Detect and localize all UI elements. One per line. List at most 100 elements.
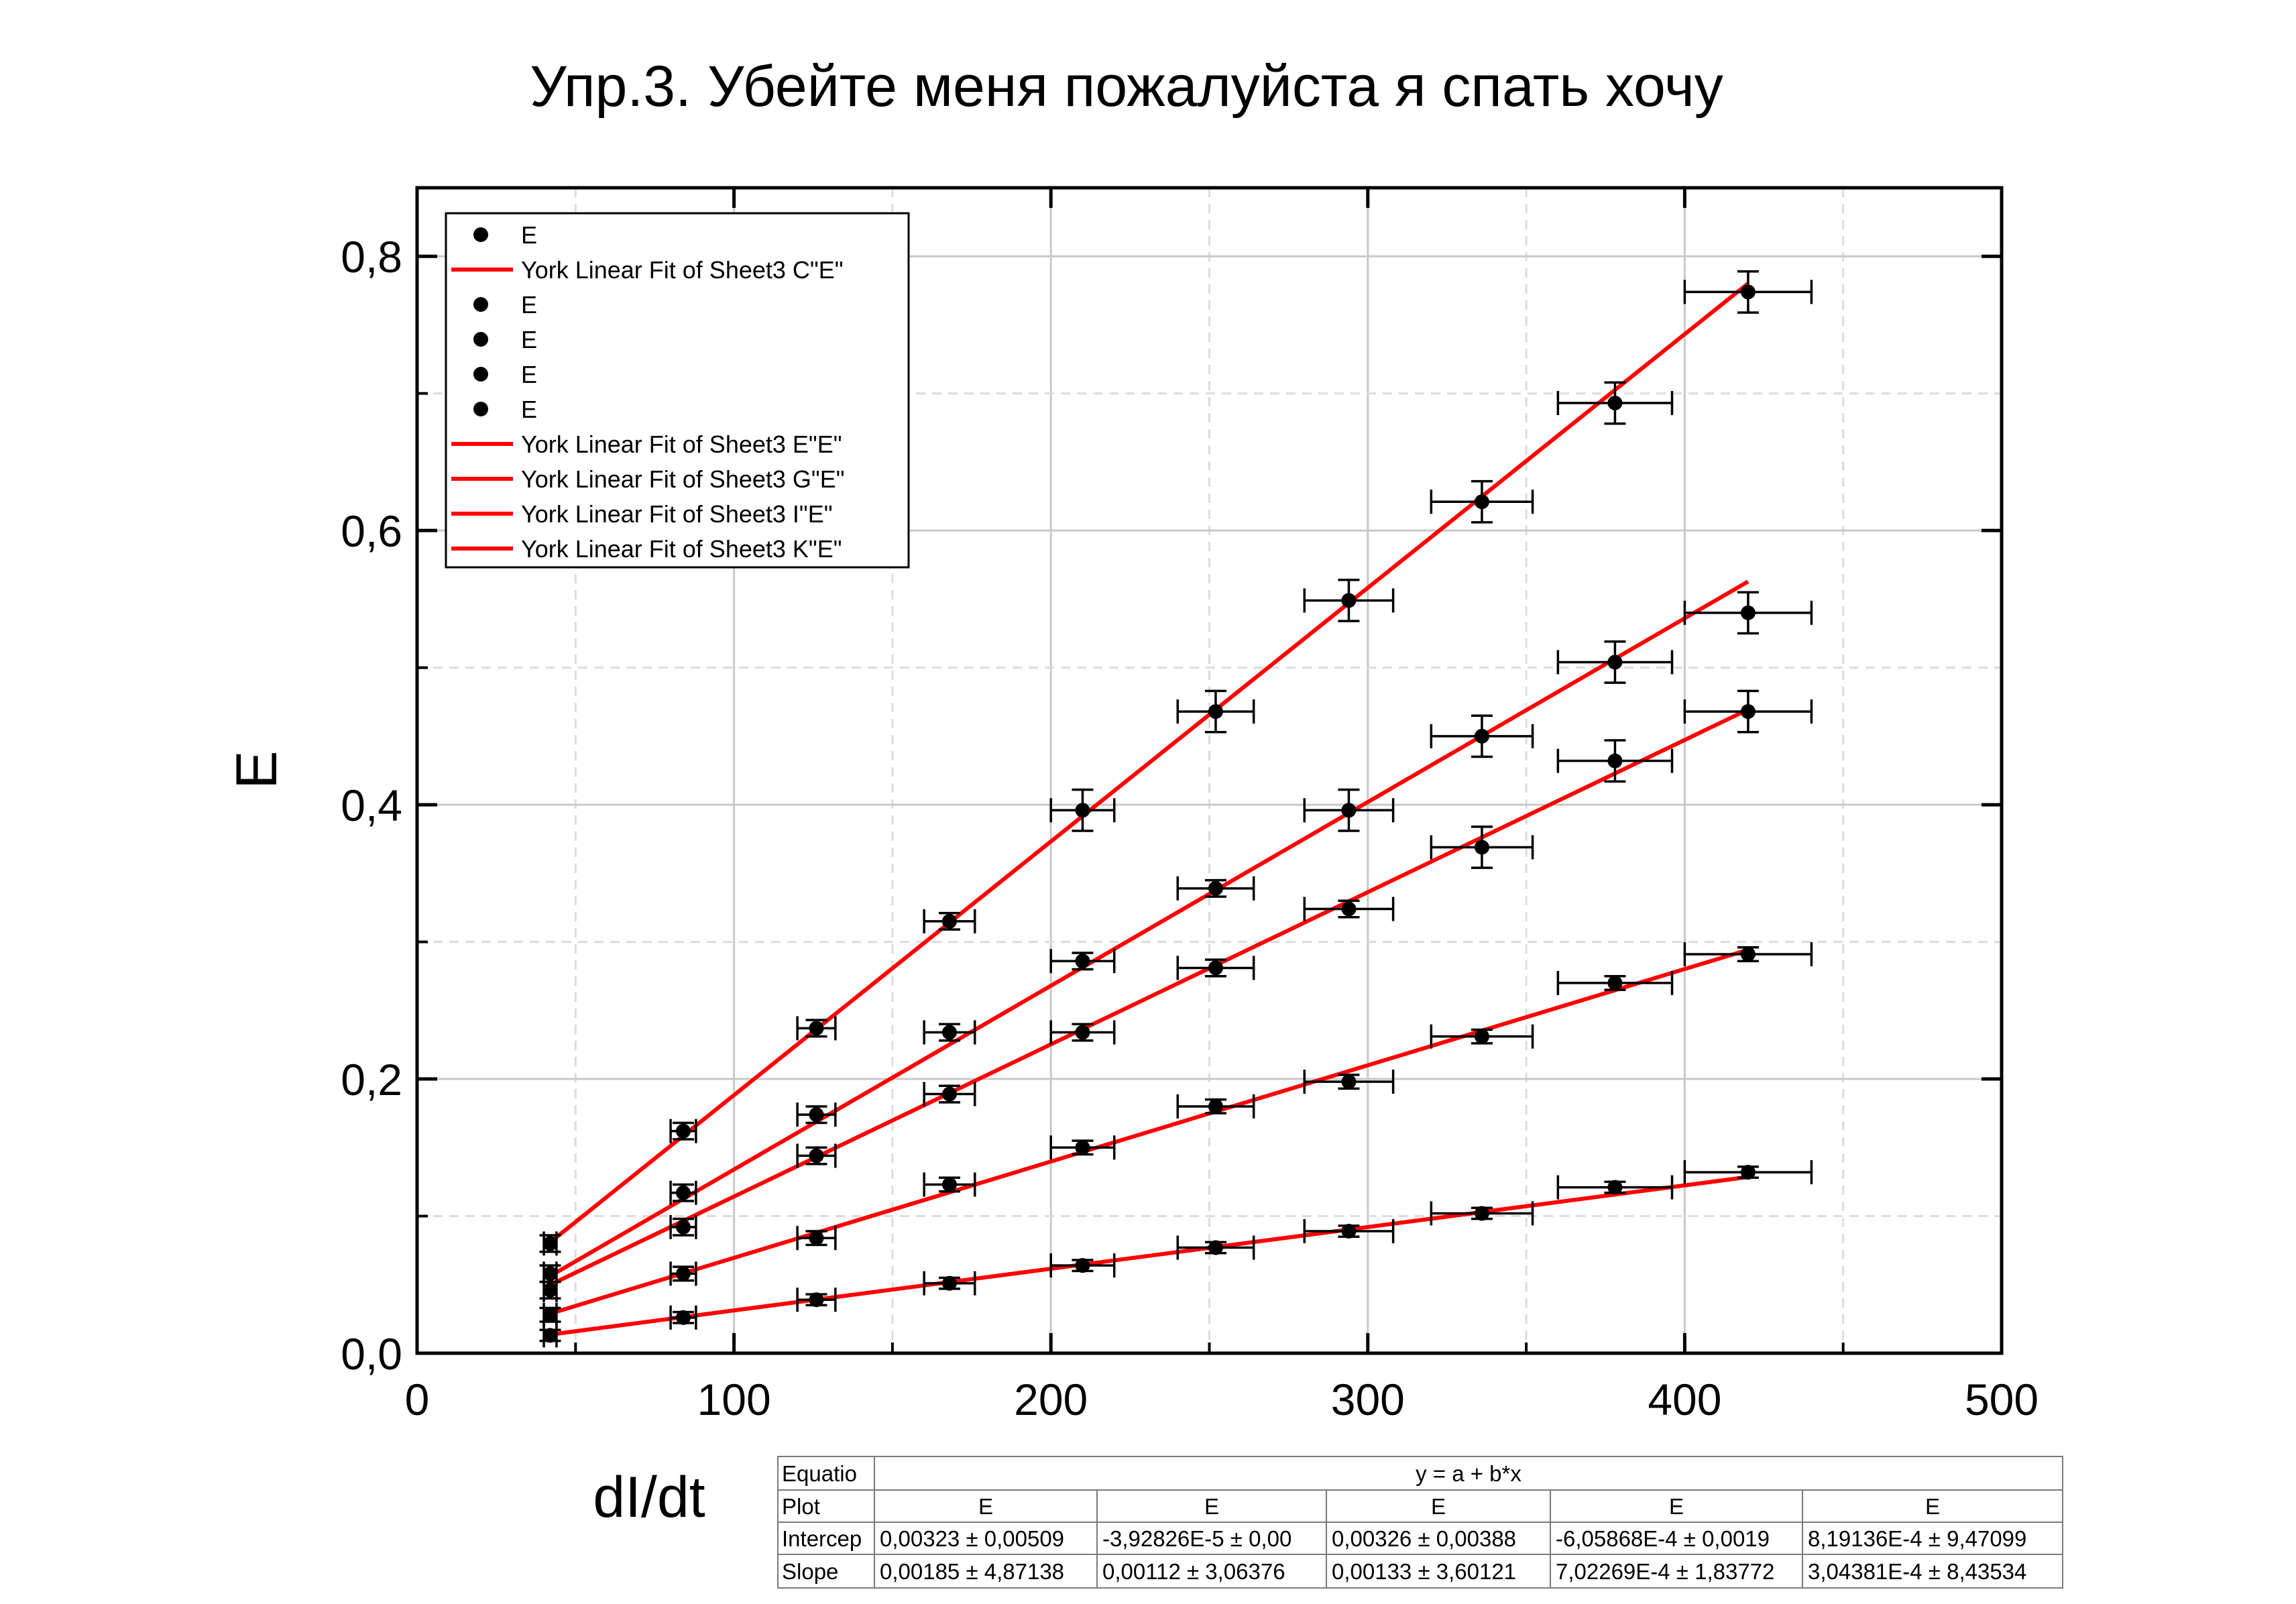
- data-marker: [809, 1107, 824, 1123]
- data-point: [923, 1020, 976, 1045]
- data-point: [1176, 1094, 1255, 1119]
- legend-entry: E: [473, 221, 537, 249]
- data-point: [1049, 1135, 1116, 1160]
- data-point: [1430, 714, 1534, 758]
- legend-label: York Linear Fit of Sheet3 G"E": [521, 465, 844, 493]
- data-point: [1049, 1253, 1116, 1278]
- data-point: [1303, 1219, 1395, 1244]
- data-marker: [1474, 840, 1489, 855]
- x-tick-label: 100: [697, 1375, 771, 1424]
- data-point: [1176, 1235, 1255, 1260]
- data-point: [1556, 381, 1674, 425]
- table-intercept: 8,19136E-4 ± 9,47099: [1808, 1526, 2026, 1551]
- data-point: [796, 1016, 837, 1041]
- y-tick-label: 0,6: [341, 506, 402, 556]
- legend-box: [445, 212, 910, 569]
- legend-label: York Linear Fit of Sheet3 I"E": [521, 500, 832, 528]
- data-point: [539, 1231, 561, 1256]
- legend-entry: E: [473, 396, 537, 423]
- data-point: [1049, 949, 1116, 974]
- legend-label: E: [521, 291, 537, 319]
- data-point: [1556, 640, 1674, 684]
- data-marker: [542, 1328, 558, 1343]
- data-point: [923, 1271, 976, 1296]
- fit-line: [549, 579, 1749, 1278]
- data-point: [1049, 788, 1116, 832]
- legend-entry: York Linear Fit of Sheet3 K"E": [451, 535, 842, 563]
- data-point: [796, 1226, 837, 1251]
- y-tick-label: 0,8: [341, 232, 402, 282]
- legend-marker: [473, 227, 488, 242]
- data-point: [1556, 1175, 1674, 1200]
- data-marker: [675, 1310, 691, 1325]
- data-points: [539, 270, 1813, 1348]
- legend-entry: E: [473, 326, 537, 353]
- table-intercept: 0,00323 ± 0,00509: [880, 1526, 1064, 1551]
- data-marker: [542, 1266, 558, 1281]
- y-tick-label: 0,4: [341, 781, 402, 830]
- legend-entry: E: [473, 361, 537, 388]
- data-point: [1556, 970, 1674, 995]
- data-point: [1303, 897, 1395, 921]
- table-intercept: 0,00326 ± 0,00388: [1332, 1526, 1516, 1551]
- data-marker: [1075, 1258, 1090, 1273]
- axis-ticks: 0 100 200 300 400 500 0,0 0,2 0,4 0,6 0,8: [341, 188, 2039, 1424]
- legend-label: York Linear Fit of Sheet3 K"E": [521, 535, 842, 563]
- data-marker: [1341, 1074, 1357, 1090]
- fit-line: [549, 282, 1749, 1244]
- table-row-header: Equatio: [782, 1461, 857, 1486]
- table-plot-name: E: [1669, 1494, 1684, 1519]
- data-marker: [1075, 803, 1090, 818]
- data-point: [1683, 689, 1813, 734]
- x-tick-label: 300: [1331, 1375, 1405, 1424]
- data-point: [1430, 1024, 1534, 1049]
- data-marker: [809, 1230, 824, 1246]
- data-marker: [1208, 704, 1223, 720]
- x-tick-label: 200: [1014, 1375, 1088, 1424]
- data-point: [1049, 1020, 1116, 1045]
- data-marker: [941, 913, 957, 929]
- data-marker: [542, 1282, 558, 1298]
- x-axis-label: dI/dt: [593, 1465, 705, 1530]
- data-point: [1683, 1160, 1813, 1185]
- fit-line: [550, 1175, 1749, 1337]
- data-point: [1176, 876, 1255, 901]
- data-marker: [1474, 494, 1489, 510]
- data-marker: [1607, 753, 1623, 768]
- data-marker: [1607, 654, 1623, 670]
- table-row-header: Slope: [782, 1559, 838, 1584]
- data-marker: [1075, 1140, 1090, 1155]
- data-marker: [1075, 954, 1090, 969]
- y-tick-label: 0,0: [341, 1329, 402, 1379]
- data-marker: [1208, 1098, 1223, 1114]
- data-point: [539, 1323, 561, 1348]
- y-tick-label: 0,2: [341, 1055, 402, 1104]
- data-point: [1303, 788, 1395, 832]
- fit-line: [549, 707, 1749, 1287]
- table-plot-name: E: [1204, 1494, 1219, 1519]
- data-marker: [809, 1021, 824, 1036]
- legend-label: York Linear Fit of Sheet3 C"E": [521, 256, 843, 284]
- legend-label: E: [521, 361, 537, 388]
- data-marker: [542, 1236, 558, 1251]
- legend-marker: [473, 297, 488, 312]
- data-marker: [941, 1275, 957, 1291]
- data-marker: [1740, 284, 1756, 300]
- data-marker: [1341, 1224, 1357, 1239]
- table-plot-name: E: [978, 1494, 993, 1519]
- data-marker: [1740, 605, 1756, 620]
- data-marker: [1474, 1206, 1489, 1221]
- data-point: [1303, 579, 1395, 622]
- data-marker: [1075, 1025, 1090, 1040]
- legend-label: E: [521, 396, 537, 423]
- data-point: [796, 1143, 837, 1168]
- data-marker: [1740, 704, 1756, 720]
- data-marker: [1474, 1029, 1489, 1044]
- data-marker: [1341, 593, 1357, 608]
- data-marker: [941, 1177, 957, 1192]
- fit-line: [549, 948, 1749, 1316]
- data-point: [669, 1261, 697, 1286]
- table-plot-name: E: [1925, 1494, 1940, 1519]
- data-marker: [1341, 901, 1357, 917]
